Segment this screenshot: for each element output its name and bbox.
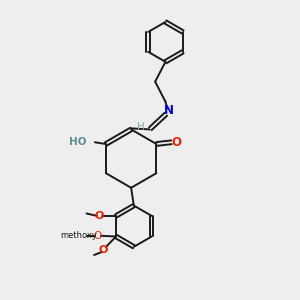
Text: H: H xyxy=(137,122,145,132)
Text: methoxy: methoxy xyxy=(61,231,98,240)
Text: O: O xyxy=(93,231,101,241)
Text: O: O xyxy=(172,136,182,149)
Text: O: O xyxy=(94,211,104,221)
Text: O: O xyxy=(99,245,108,255)
Text: HO: HO xyxy=(69,136,86,147)
Text: N: N xyxy=(164,104,173,117)
